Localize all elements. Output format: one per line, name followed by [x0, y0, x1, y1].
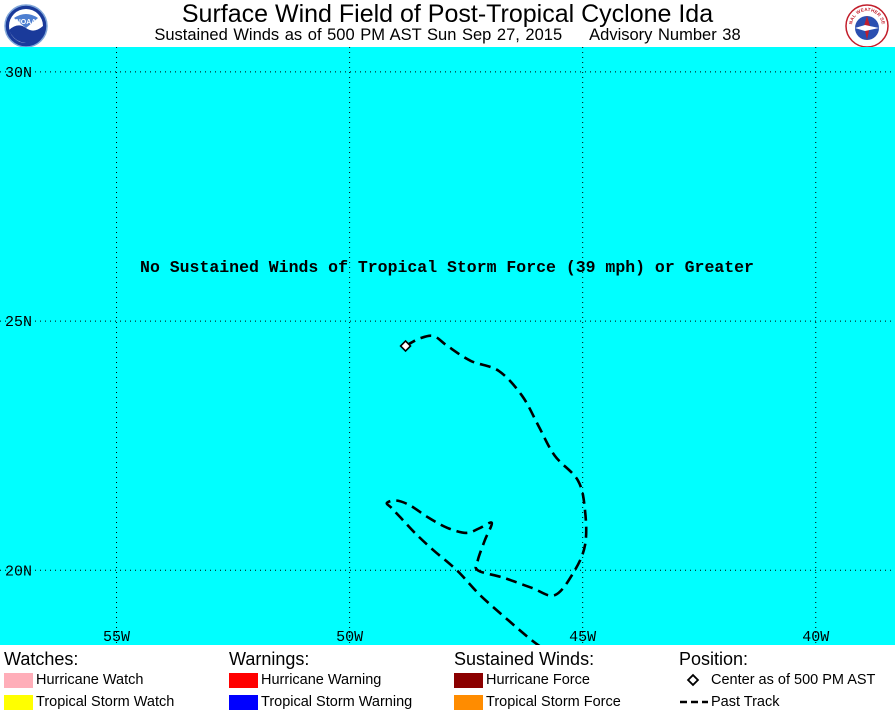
legend-label: Center as of 500 PM AST	[711, 672, 876, 688]
legend-watches-heading: Watches:	[4, 649, 79, 669]
longitude-label: 50W	[336, 629, 363, 645]
legend-label: Hurricane Force	[486, 672, 590, 688]
legend: Watches: Hurricane Watch Tropical Storm …	[0, 645, 895, 716]
storm-center-marker	[399, 339, 412, 353]
latitude-labels: 30N 25N 20N	[5, 65, 32, 580]
tropical-storm-watch-swatch	[4, 695, 33, 710]
longitude-label: 45W	[569, 629, 596, 645]
longitude-label: 40W	[802, 629, 829, 645]
longitude-label: 55W	[103, 629, 130, 645]
hurricane-warning-swatch	[229, 673, 258, 688]
legend-label: Past Track	[711, 694, 780, 710]
diamond-icon	[686, 673, 700, 687]
grid-lines	[0, 47, 895, 645]
tropical-storm-warning-swatch	[229, 695, 258, 710]
latitude-label: 25N	[5, 314, 32, 331]
legend-label: Tropical Storm Force	[486, 694, 621, 710]
header: NOAA Surface Wind Field of Post-Tropical…	[0, 0, 895, 48]
legend-label: Tropical Storm Warning	[261, 694, 413, 710]
legend-position-heading: Position:	[679, 649, 749, 669]
hurricane-force-swatch	[454, 673, 483, 688]
hurricane-watch-swatch	[4, 673, 33, 688]
nws-logo: NATIONAL WEATHER SERVICE	[845, 4, 889, 48]
svg-text:NOAA: NOAA	[16, 19, 37, 26]
no-tropical-storm-winds-notice: No Sustained Winds of Tropical Storm For…	[140, 258, 754, 277]
map: 30N 25N 20N 55W 50W 45W 40W No Sustained Wind…	[0, 47, 895, 645]
legend-label: Tropical Storm Watch	[36, 694, 175, 710]
tropical-storm-force-swatch	[454, 695, 483, 710]
latitude-label: 30N	[5, 65, 32, 82]
legend-warnings-heading: Warnings:	[229, 649, 310, 669]
page-title: Surface Wind Field of Post-Tropical Cycl…	[181, 0, 714, 28]
ocean	[0, 47, 895, 645]
noaa-logo: NOAA	[4, 4, 48, 48]
latitude-label: 20N	[5, 563, 32, 580]
legend-winds-heading: Sustained Winds:	[454, 649, 595, 669]
longitude-labels: 55W 50W 45W 40W	[103, 629, 829, 645]
dashed-line-icon	[680, 700, 708, 704]
page-subtitle: Sustained Winds as of 500 PM AST Sun Sep…	[154, 26, 741, 44]
past-track-line	[385, 334, 588, 645]
legend-label: Hurricane Warning	[261, 672, 382, 688]
legend-label: Hurricane Watch	[36, 672, 144, 688]
